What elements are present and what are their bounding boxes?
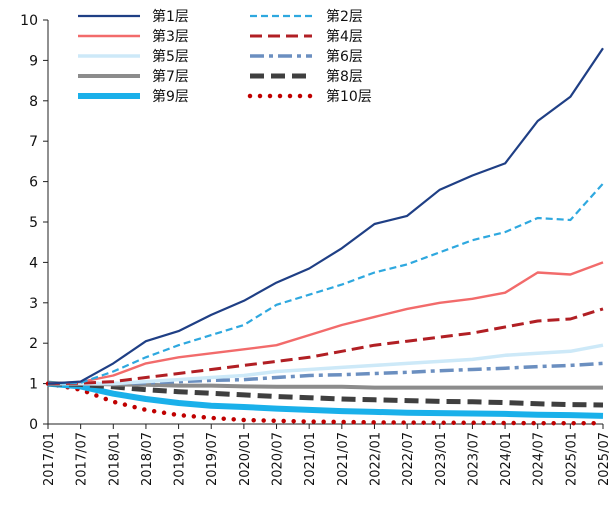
- series-line: [48, 381, 603, 390]
- x-tick-label: 2021/01: [303, 432, 318, 486]
- y-tick-label: 4: [29, 255, 38, 271]
- legend-label: 第2层: [326, 8, 363, 25]
- legend-label: 第9层: [152, 88, 189, 105]
- legend-label: 第3层: [152, 28, 189, 45]
- series-line: [48, 343, 604, 386]
- x-tick-label: 2023/01: [434, 432, 449, 486]
- legend-label: 第4层: [326, 28, 363, 45]
- x-tick-label: 2017/07: [75, 432, 90, 486]
- x-tick-label: 2021/07: [336, 432, 351, 486]
- x-tick-label: 2018/07: [140, 432, 155, 486]
- x-tick-label: 2020/07: [271, 432, 286, 486]
- y-tick-label: 8: [29, 94, 38, 110]
- legend-label: 第5层: [152, 48, 189, 65]
- legend-label: 第8层: [326, 68, 363, 85]
- x-tick-label: 2017/01: [42, 432, 57, 486]
- series-line: [47, 380, 604, 419]
- x-tick-label: 2025/01: [564, 432, 579, 486]
- series-line: [47, 47, 604, 385]
- y-tick-label: 7: [29, 134, 38, 150]
- y-tick-label: 10: [20, 13, 38, 29]
- y-tick-label: 0: [29, 417, 38, 433]
- series-line: [47, 261, 604, 385]
- x-tick-label: 2022/01: [368, 432, 383, 486]
- x-tick-label: 2019/01: [173, 432, 188, 486]
- x-tick-label: 2025/07: [597, 432, 612, 486]
- legend-label: 第7层: [152, 68, 189, 85]
- x-tick-label: 2023/07: [466, 432, 481, 486]
- x-tick-label: 2019/07: [205, 432, 220, 486]
- series-line: [47, 381, 604, 408]
- series-line: [47, 182, 604, 385]
- y-tick-label: 3: [29, 296, 38, 312]
- x-tick-label: 2020/01: [238, 432, 253, 486]
- y-tick-label: 5: [29, 215, 38, 231]
- x-tick-label: 2018/01: [107, 432, 122, 486]
- y-tick-label: 1: [29, 377, 38, 393]
- x-tick-label: 2024/01: [499, 432, 514, 486]
- series-line: [45, 381, 606, 426]
- y-tick-label: 2: [29, 336, 38, 352]
- legend-label: 第1层: [152, 8, 189, 25]
- x-tick-label: 2022/07: [401, 432, 416, 486]
- y-tick-label: 6: [29, 175, 38, 191]
- legend-label: 第6层: [326, 48, 363, 65]
- series-line: [47, 307, 604, 386]
- legend-label: 第10层: [326, 88, 372, 105]
- x-tick-label: 2024/07: [532, 432, 547, 486]
- y-tick-label: 9: [29, 53, 38, 69]
